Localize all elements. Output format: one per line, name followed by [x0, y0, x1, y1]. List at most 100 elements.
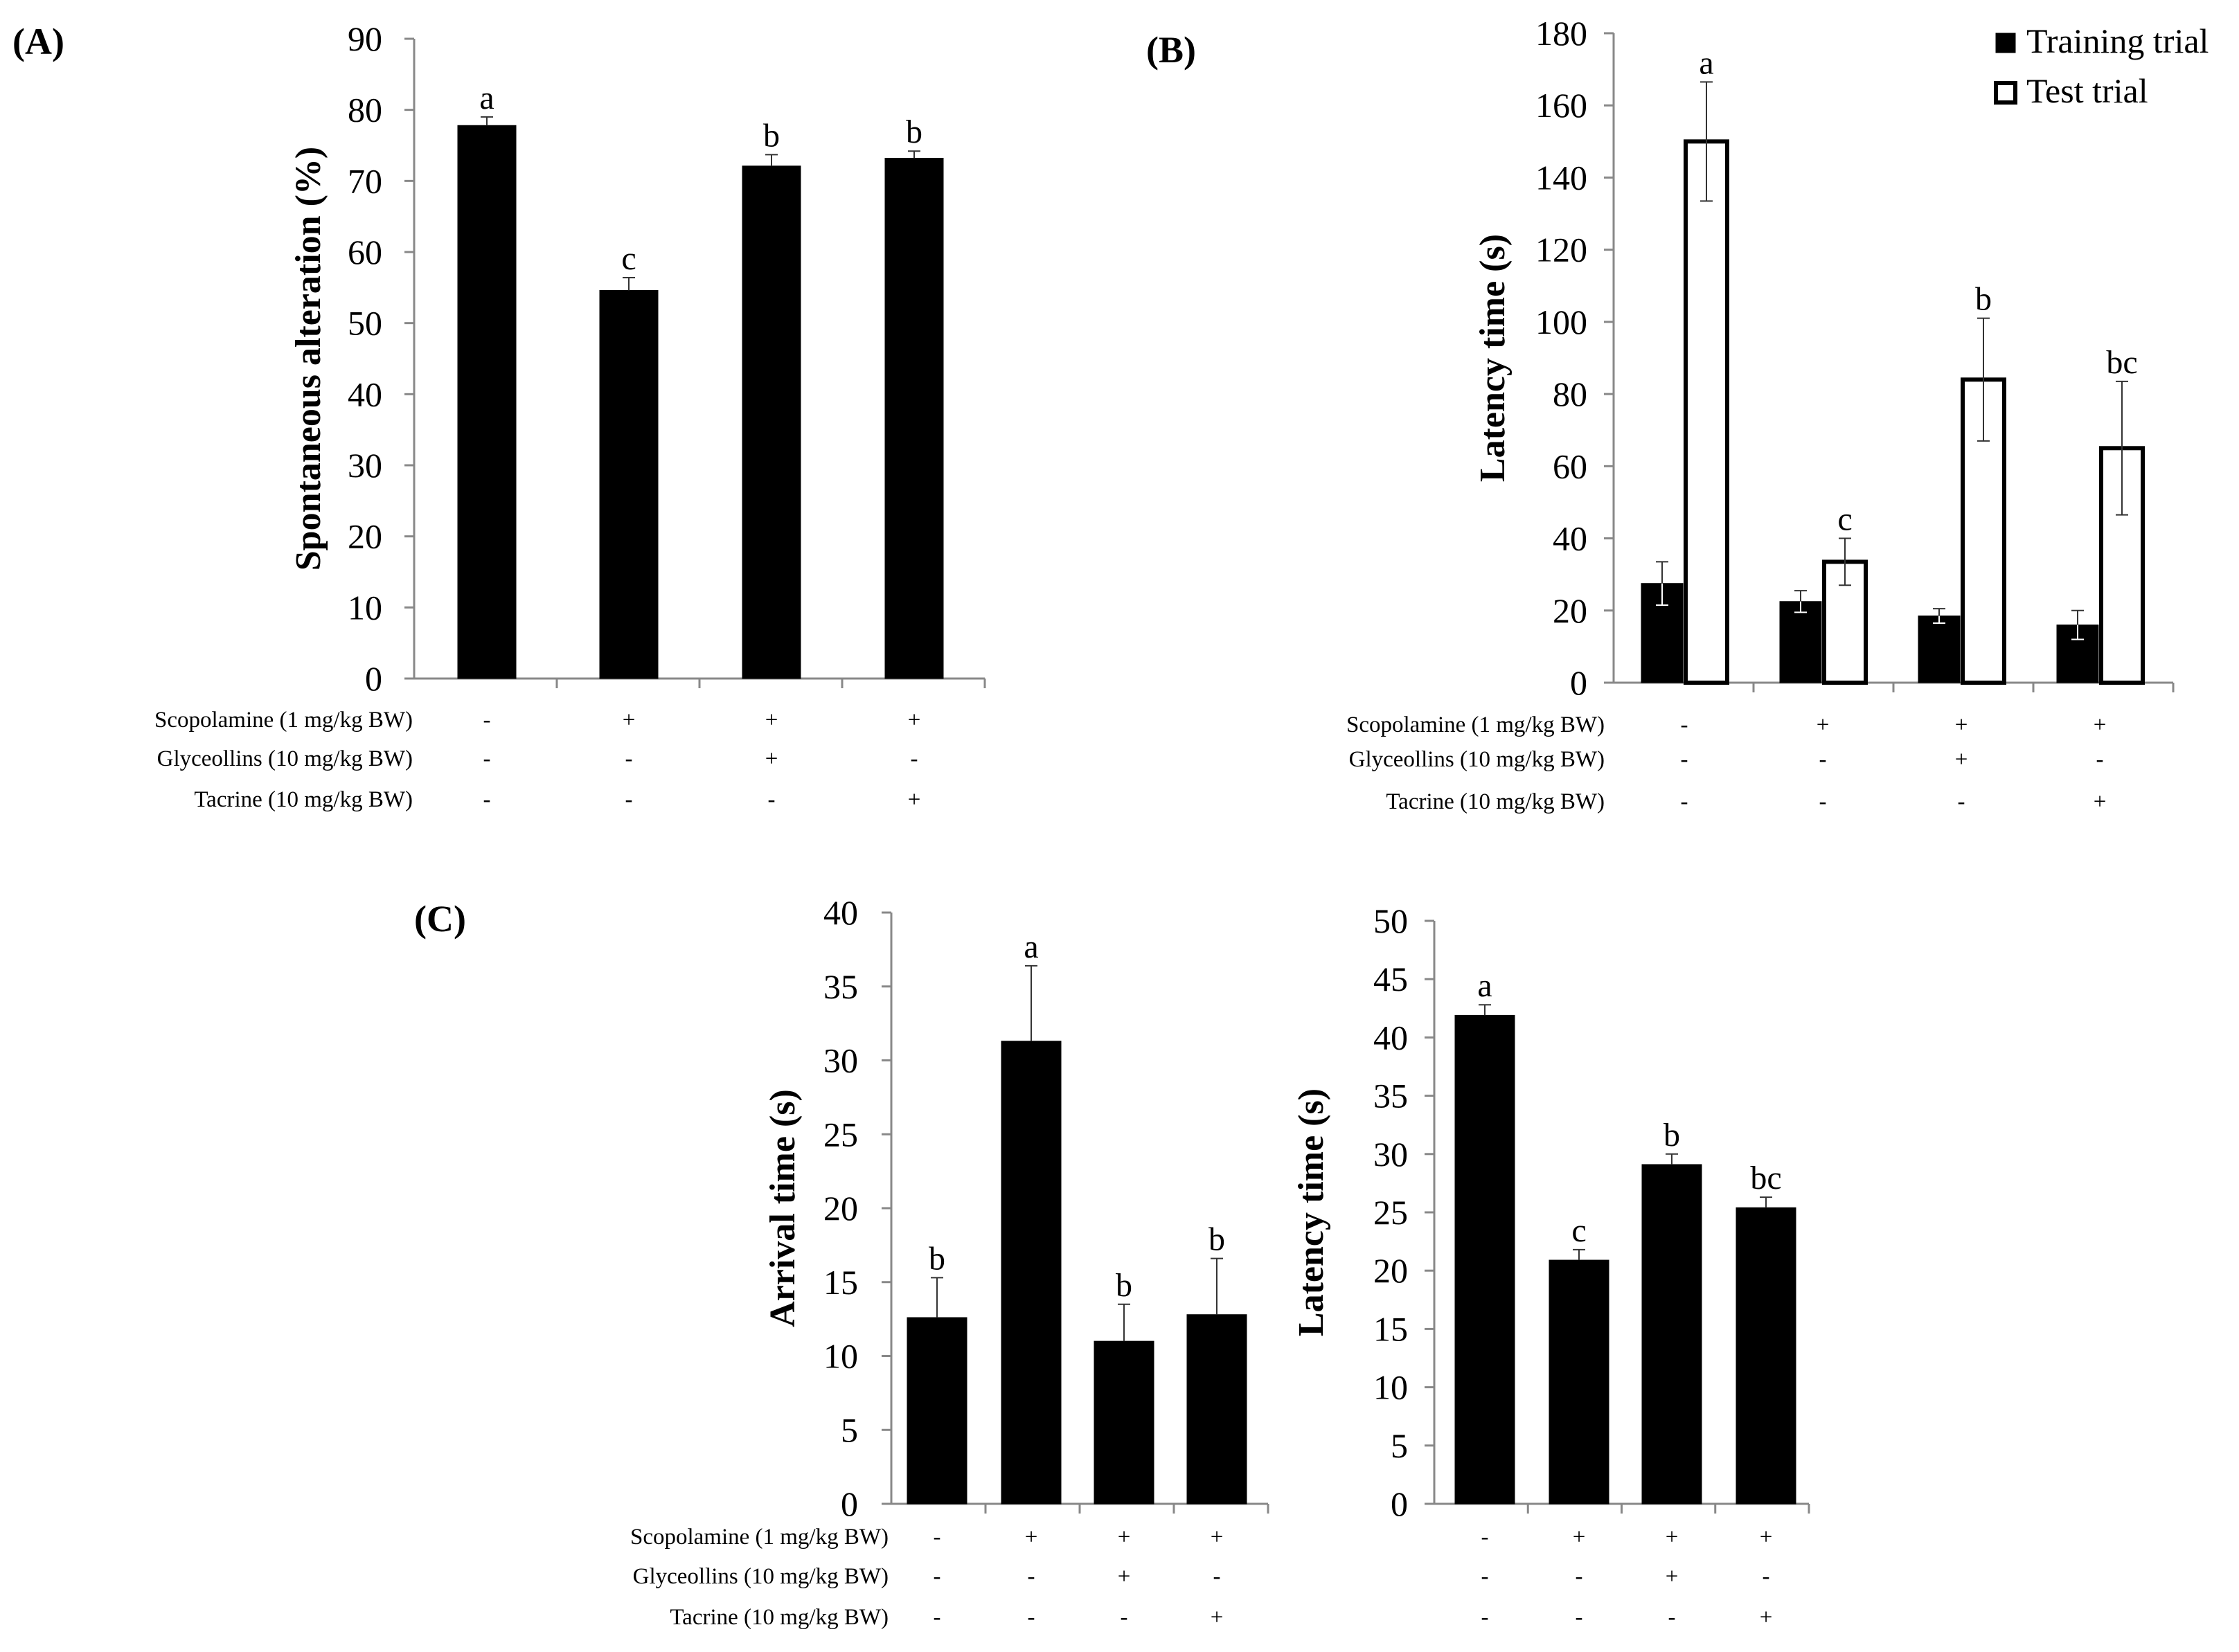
panel-label-B: (B)	[1146, 29, 1196, 71]
treatment-label: Scopolamine (1 mg/kg BW)	[630, 1525, 889, 1550]
y-tick-label: 5	[1391, 1426, 1408, 1465]
bar-C2-s0-3	[1736, 1207, 1796, 1505]
treatment-mark: -	[1681, 789, 1688, 814]
significance-letter: c	[1571, 1212, 1586, 1249]
y-tick-label: 60	[1553, 447, 1587, 485]
treatment-label: Glyceollins (10 mg/kg BW)	[1349, 747, 1605, 772]
y-tick-label: 10	[1373, 1368, 1408, 1407]
bar-C2-s0-2	[1641, 1164, 1702, 1505]
treatment-label: Glyceollins (10 mg/kg BW)	[157, 746, 413, 771]
treatment-mark: -	[934, 1564, 941, 1589]
treatment-mark: +	[1760, 1525, 1773, 1550]
treatment-mark: +	[623, 708, 636, 733]
significance-letter: a	[479, 80, 494, 116]
treatment-mark: +	[908, 787, 921, 812]
y-tick-label: 160	[1535, 86, 1587, 125]
treatment-mark: +	[1573, 1525, 1586, 1550]
treatment-label: Tacrine (10 mg/kg BW)	[194, 787, 413, 812]
y-tick-label: 20	[1373, 1251, 1408, 1290]
panel-label-A: (A)	[12, 21, 64, 62]
treatment-mark: +	[1955, 747, 1968, 772]
panel-label-C1: (C)	[414, 898, 466, 940]
treatment-mark: -	[1668, 1605, 1676, 1630]
y-tick-label: 15	[823, 1263, 858, 1302]
treatment-mark: +	[1211, 1605, 1224, 1630]
bar-B-s1-0	[1684, 139, 1729, 685]
y-tick-label: 0	[1570, 663, 1587, 702]
y-tick-label: 50	[348, 304, 382, 343]
y-tick-label: 20	[823, 1189, 858, 1228]
treatment-mark: +	[1666, 1564, 1679, 1589]
y-tick-label: 40	[1553, 519, 1587, 558]
y-tick-label: 40	[823, 893, 858, 932]
significance-letter: b	[906, 114, 922, 150]
treatment-mark: -	[1481, 1525, 1489, 1550]
y-tick-label: 25	[823, 1115, 858, 1153]
treatment-mark: -	[1121, 1605, 1128, 1630]
y-tick-label: 90	[348, 19, 382, 58]
legend-swatch-0	[1995, 33, 2016, 53]
y-tick-label: 30	[1373, 1135, 1408, 1174]
treatment-mark: +	[765, 708, 778, 733]
treatment-mark: +	[1817, 712, 1830, 737]
y-tick-label: 10	[823, 1337, 858, 1376]
treatment-label: Scopolamine (1 mg/kg BW)	[154, 708, 413, 733]
y-tick-label: 40	[348, 375, 382, 413]
treatment-mark: -	[1681, 712, 1688, 737]
y-tick-label: 0	[841, 1484, 858, 1523]
legend-swatch-1	[1994, 81, 2017, 105]
treatment-mark: -	[1028, 1605, 1035, 1630]
treatment-mark: -	[483, 746, 491, 771]
treatment-mark: -	[1763, 1564, 1770, 1589]
treatment-mark: +	[1118, 1564, 1131, 1589]
significance-letter: b	[763, 117, 780, 154]
treatment-mark: -	[1681, 747, 1688, 772]
y-axis-title-B: Latency time (s)	[1473, 234, 1513, 482]
y-tick-label: 30	[348, 446, 382, 485]
treatment-mark: -	[1819, 789, 1827, 814]
significance-letter: bc	[1750, 1160, 1781, 1196]
treatment-mark: -	[625, 787, 633, 812]
bar-A-s0-2	[742, 165, 801, 679]
y-tick-label: 15	[1373, 1309, 1408, 1348]
bar-C2-s0-0	[1454, 1014, 1515, 1505]
treatment-mark: -	[911, 746, 918, 771]
y-tick-label: 35	[823, 967, 858, 1006]
treatment-mark: -	[1576, 1605, 1583, 1630]
legend-label-1: Test trial	[2026, 71, 2148, 110]
y-tick-label: 0	[365, 659, 382, 698]
treatment-mark: +	[1760, 1605, 1773, 1630]
treatment-mark: -	[1576, 1564, 1583, 1589]
treatment-mark: +	[2094, 789, 2107, 814]
y-tick-label: 30	[823, 1041, 858, 1080]
treatment-mark: -	[1028, 1564, 1035, 1589]
significance-letter: a	[1477, 967, 1492, 1004]
bar-B-s0-2	[1918, 616, 1961, 683]
y-tick-label: 25	[1373, 1193, 1408, 1232]
y-tick-label: 180	[1535, 14, 1587, 53]
legend-label-0: Training trial	[2026, 21, 2209, 60]
bar-C1-s0-0	[907, 1317, 967, 1505]
y-axis-title-C1: Arrival time (s)	[763, 1089, 803, 1327]
significance-letter: b	[1663, 1117, 1680, 1153]
treatment-mark: -	[1819, 747, 1827, 772]
significance-letter: bc	[2106, 344, 2137, 381]
y-tick-label: 20	[1553, 591, 1587, 630]
y-tick-label: 120	[1535, 231, 1587, 269]
bar-C1-s0-3	[1186, 1314, 1247, 1505]
treatment-mark: +	[1118, 1525, 1131, 1550]
y-tick-label: 80	[1553, 375, 1587, 413]
significance-letter: c	[621, 240, 636, 277]
y-tick-label: 20	[348, 517, 382, 556]
treatment-mark: -	[934, 1525, 941, 1550]
bar-C1-s0-2	[1094, 1340, 1154, 1505]
treatment-mark: +	[765, 746, 778, 771]
significance-letter: a	[1699, 44, 1713, 81]
y-tick-label: 5	[841, 1410, 858, 1449]
bar-C2-s0-1	[1549, 1259, 1609, 1505]
y-axis-title-C2: Latency time (s)	[1292, 1088, 1331, 1336]
y-tick-label: 10	[348, 588, 382, 627]
y-tick-label: 45	[1373, 960, 1408, 998]
y-tick-label: 40	[1373, 1018, 1408, 1057]
